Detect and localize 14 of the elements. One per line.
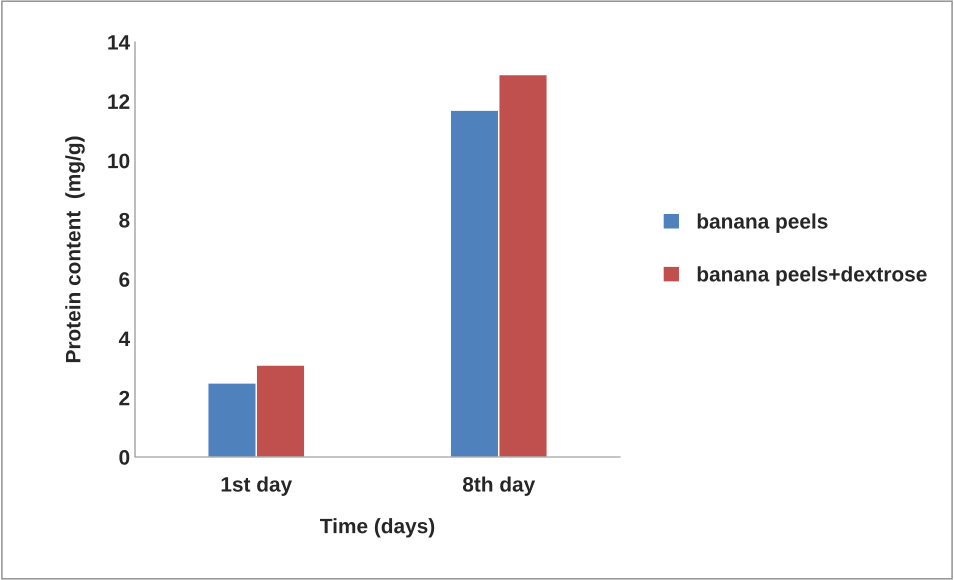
y-tick-label: 0 (119, 450, 130, 465)
y-tick-label: 4 (118, 332, 130, 346)
x-axis-title: Time (days) (320, 518, 434, 538)
y-tick-label: 10 (108, 154, 130, 168)
x-tick-label: 8th day (462, 476, 536, 496)
x-tick-label: 1st day (222, 476, 292, 496)
legend-label: banana peels+dextrose (698, 266, 927, 286)
y-tick-label: 12 (108, 94, 130, 109)
y-axis-title: Protein content (mg/g) (65, 136, 85, 362)
legend-label: banana peels (698, 213, 828, 233)
y-tick-label: 6 (119, 272, 130, 287)
y-tick-label: 14 (108, 35, 130, 50)
y-tick-label: 8 (119, 212, 130, 228)
y-tick-label: 2 (119, 390, 130, 406)
